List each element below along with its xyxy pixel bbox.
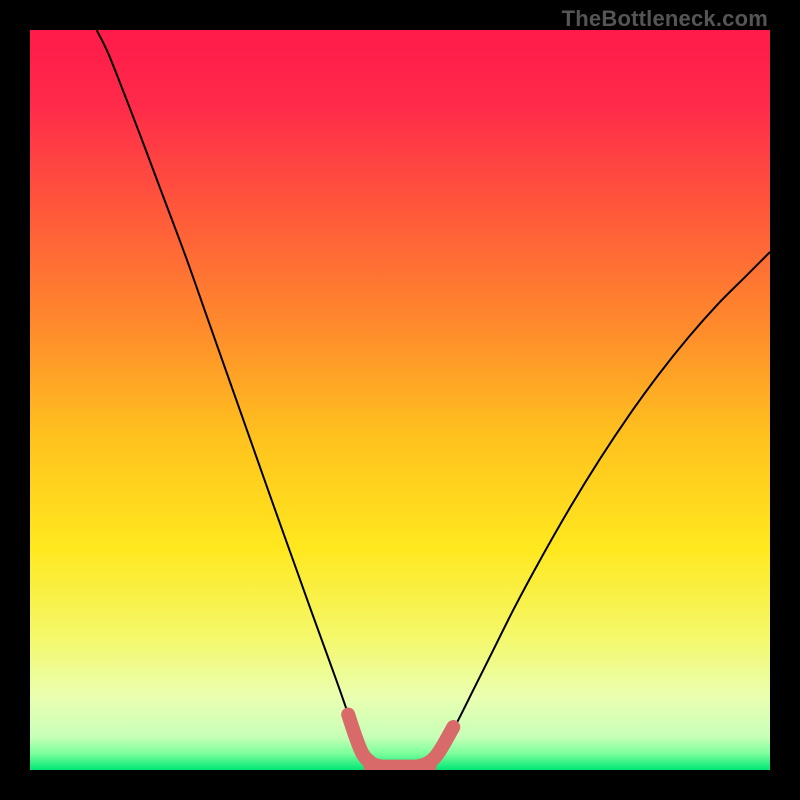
gradient-background bbox=[30, 30, 770, 770]
watermark-text: TheBottleneck.com bbox=[562, 6, 768, 32]
plot-area bbox=[30, 30, 770, 770]
chart-frame: TheBottleneck.com bbox=[0, 0, 800, 800]
bottleneck-chart bbox=[30, 30, 770, 770]
